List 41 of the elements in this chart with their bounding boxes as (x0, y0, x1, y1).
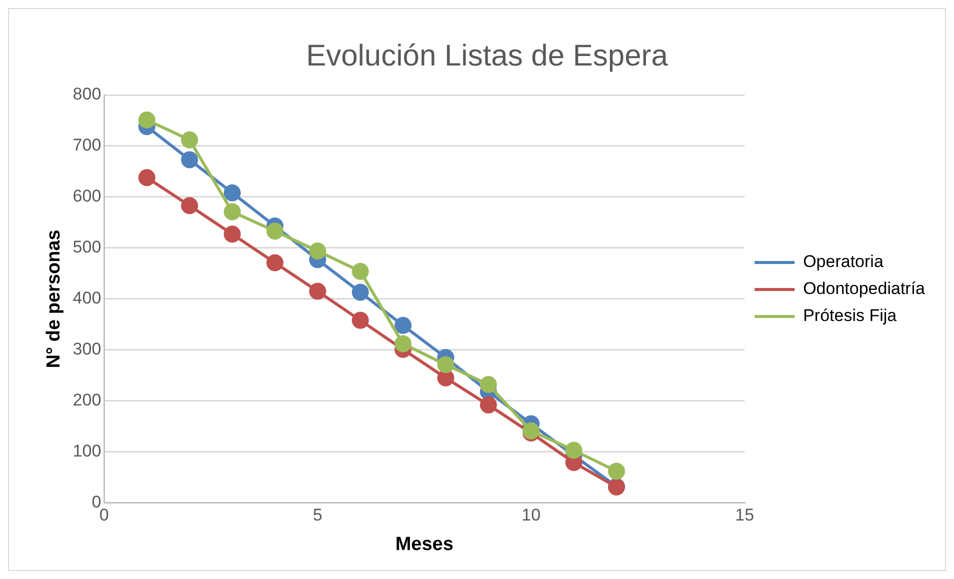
point (224, 226, 241, 243)
point (352, 262, 369, 280)
legend-label: Operatoria (803, 252, 884, 272)
point (224, 184, 241, 202)
point (181, 131, 198, 148)
y-tick-label: 500 (72, 238, 102, 257)
y-axis-title: N° de personas (44, 230, 65, 368)
point (437, 356, 454, 374)
point (138, 111, 156, 128)
point (394, 335, 412, 352)
point (394, 316, 412, 334)
legend-label: Prótesis Fija (803, 306, 898, 326)
x-tick-label: 15 (735, 506, 754, 525)
y-tick-label: 300 (72, 340, 102, 359)
y-tick-label: 100 (72, 442, 102, 461)
point (352, 284, 369, 301)
point (309, 242, 326, 260)
y-tick-label: 600 (72, 186, 102, 206)
y-tick-label: 200 (72, 390, 102, 410)
x-tick-label: 5 (312, 506, 322, 525)
y-tick-label: 700 (72, 136, 102, 155)
point (480, 376, 497, 394)
point (480, 396, 497, 414)
point (309, 282, 326, 300)
x-tick-label: 10 (522, 506, 541, 525)
point (266, 254, 284, 272)
point (565, 442, 582, 459)
y-tick-label: 800 (72, 84, 102, 104)
legend-label: Odontopediatría (803, 279, 926, 298)
point (224, 203, 241, 220)
point (138, 169, 156, 186)
y-tick-label: 0 (92, 492, 102, 512)
point (352, 312, 369, 329)
point (266, 222, 284, 240)
point (181, 197, 198, 214)
point (437, 369, 454, 386)
point (608, 462, 625, 480)
point (181, 151, 198, 168)
chart-title: Evolución Listas de Espera (306, 39, 668, 72)
y-tick-label: 400 (72, 288, 102, 308)
x-axis-title: Meses (395, 534, 454, 555)
